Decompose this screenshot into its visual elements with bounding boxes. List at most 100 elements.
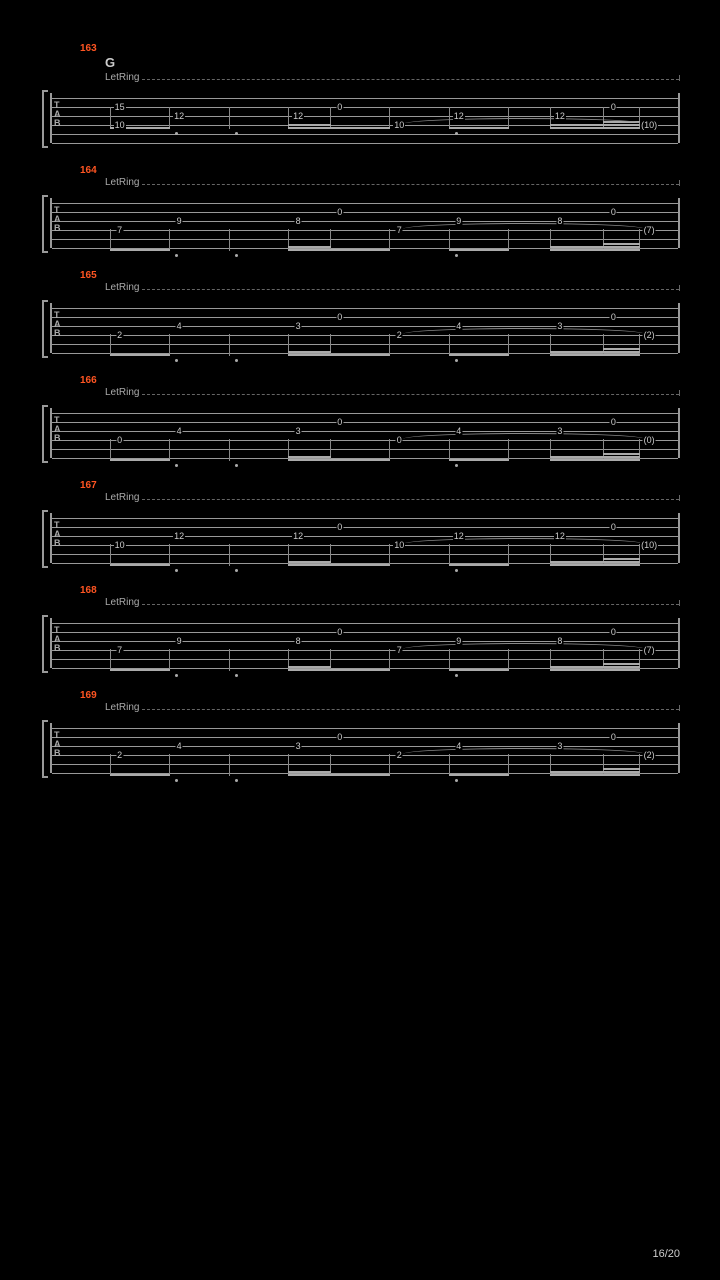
beam — [603, 243, 640, 245]
fret-number: 0 — [610, 732, 617, 742]
fret-number: 9 — [455, 636, 462, 646]
fret-number: 2 — [116, 330, 123, 340]
beam — [288, 127, 390, 129]
fret-number: 0 — [610, 312, 617, 322]
measure-number: 166 — [80, 375, 97, 386]
beam — [550, 249, 640, 251]
let-ring-label: LetRing — [105, 72, 139, 83]
fret-number: 3 — [556, 321, 563, 331]
stem — [449, 334, 450, 356]
fret-number: 12 — [173, 531, 185, 541]
fret-number: 4 — [455, 321, 462, 331]
measure-number: 164 — [80, 165, 97, 176]
stem — [508, 544, 509, 566]
string-line — [52, 422, 678, 423]
fret-number: 0 — [116, 435, 123, 445]
measure-number: 168 — [80, 585, 97, 596]
fret-number: 3 — [295, 741, 302, 751]
let-ring-label: LetRing — [105, 492, 139, 503]
stem — [110, 754, 111, 776]
rhythm-stems — [40, 334, 680, 366]
rhythm-dot — [455, 569, 458, 572]
stem — [229, 439, 230, 461]
string-line — [52, 527, 678, 528]
stem — [389, 439, 390, 461]
fret-number: (7) — [643, 645, 656, 655]
let-ring-end — [679, 495, 680, 501]
measure-168: LetRing168TAB79807980(7) — [40, 597, 680, 670]
stem — [110, 334, 111, 356]
beam — [288, 351, 331, 353]
rhythm-stems — [40, 439, 680, 471]
string-line — [52, 431, 678, 432]
string-line — [52, 641, 678, 642]
fret-number: 4 — [455, 426, 462, 436]
beam — [288, 774, 390, 776]
beam — [603, 663, 640, 665]
stem — [449, 229, 450, 251]
beam — [449, 127, 510, 129]
fret-number: 0 — [610, 627, 617, 637]
beam — [603, 768, 640, 770]
beam — [449, 564, 510, 566]
fret-number: 9 — [176, 216, 183, 226]
rhythm-stems — [40, 229, 680, 261]
fret-number: 0 — [336, 312, 343, 322]
let-ring-end — [679, 180, 680, 186]
rhythm-dot — [455, 779, 458, 782]
stem — [110, 544, 111, 566]
stem — [169, 107, 170, 129]
fret-number: 7 — [116, 225, 123, 235]
beam — [550, 771, 640, 773]
stem — [169, 754, 170, 776]
stem — [229, 544, 230, 566]
fret-number: 9 — [455, 216, 462, 226]
fret-number: 0 — [336, 417, 343, 427]
beam — [449, 669, 510, 671]
stem — [508, 649, 509, 671]
rhythm-dot — [175, 569, 178, 572]
page-footer: 16/20 — [652, 1248, 680, 1260]
tie-arc — [403, 748, 645, 754]
rhythm-dot — [175, 779, 178, 782]
string-line — [52, 518, 678, 519]
fret-number: 2 — [116, 750, 123, 760]
fret-number: 12 — [554, 531, 566, 541]
stem — [449, 754, 450, 776]
fret-number: 2 — [396, 750, 403, 760]
stem — [449, 107, 450, 129]
fret-number: 10 — [114, 540, 126, 550]
let-ring-label: LetRing — [105, 177, 139, 188]
rhythm-dot — [175, 254, 178, 257]
rhythm-dot — [235, 674, 238, 677]
beam — [550, 564, 640, 566]
string-line — [52, 728, 678, 729]
fret-number: 4 — [176, 741, 183, 751]
stem — [169, 544, 170, 566]
let-ring-line — [142, 184, 679, 185]
rhythm-stems — [40, 649, 680, 681]
rhythm-dot — [235, 569, 238, 572]
rhythm-dot — [235, 464, 238, 467]
fret-number: (0) — [643, 435, 656, 445]
let-ring-label: LetRing — [105, 702, 139, 713]
rhythm-dot — [455, 132, 458, 135]
measure-number: 167 — [80, 480, 97, 491]
stem — [389, 107, 390, 129]
stem — [110, 649, 111, 671]
fret-number: 7 — [396, 645, 403, 655]
rhythm-stems — [40, 754, 680, 786]
fret-number: 12 — [292, 531, 304, 541]
fret-number: 12 — [292, 111, 304, 121]
fret-number: 9 — [176, 636, 183, 646]
let-ring-marker: LetRing — [105, 177, 680, 188]
beam — [110, 354, 171, 356]
string-line — [52, 413, 678, 414]
tie-arc — [403, 643, 645, 649]
stem — [449, 649, 450, 671]
tie-arc — [403, 118, 645, 124]
tie-arc — [403, 433, 645, 439]
fret-number: 7 — [396, 225, 403, 235]
fret-number: 12 — [453, 531, 465, 541]
let-ring-label: LetRing — [105, 282, 139, 293]
